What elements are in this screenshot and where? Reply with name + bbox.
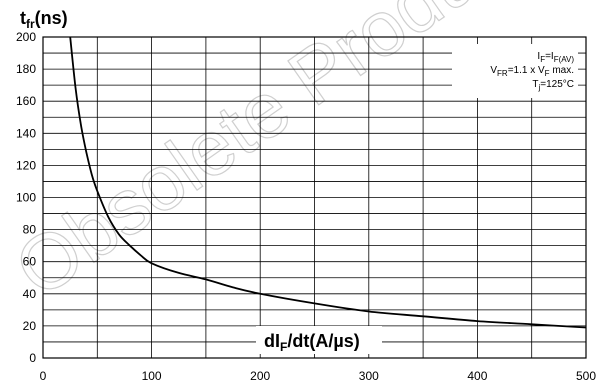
- y-tick-label: 60: [23, 255, 37, 269]
- series-line: [69, 36, 587, 329]
- condition-line: IF=IF(AV): [537, 51, 574, 64]
- y-tick-label: 80: [23, 223, 37, 237]
- x-axis-ticks: 0 100 200 300 400 500: [40, 369, 597, 383]
- x-tick-label: 200: [250, 369, 270, 383]
- x-tick-label: 0: [40, 369, 47, 383]
- x-tick-label: 500: [576, 369, 596, 383]
- y-tick-label: 140: [16, 126, 36, 140]
- y-tick-label: 120: [16, 158, 36, 172]
- conditions-box: IF=IF(AV)VFR=1.1 x VF max.Tj=125°C: [452, 44, 578, 98]
- y-tick-label: 200: [16, 30, 36, 44]
- x-tick-label: 300: [359, 369, 379, 383]
- y-tick-label: 0: [29, 351, 36, 365]
- y-tick-label: 160: [16, 94, 36, 108]
- y-tick-label: 40: [23, 287, 37, 301]
- y-tick-label: 20: [23, 319, 37, 333]
- y-axis-ticks: 0 20 40 60 80 100 120 140 160 180 200: [16, 30, 36, 365]
- svg-text:dIF/dt(A/µs): dIF/dt(A/µs): [264, 331, 360, 354]
- y-tick-label: 100: [16, 191, 36, 205]
- y-axis-title: tfr(ns): [20, 8, 68, 31]
- x-axis-title: dIF/dt(A/µs): [256, 326, 382, 354]
- series-layer: [69, 36, 587, 329]
- x-tick-label: 400: [467, 369, 487, 383]
- condition-line: VFR=1.1 x VF max.: [490, 65, 574, 78]
- y-tick-label: 180: [16, 62, 36, 76]
- plot-frame: [42, 36, 587, 359]
- condition-line: Tj=125°C: [532, 79, 574, 92]
- x-tick-label: 100: [142, 369, 162, 383]
